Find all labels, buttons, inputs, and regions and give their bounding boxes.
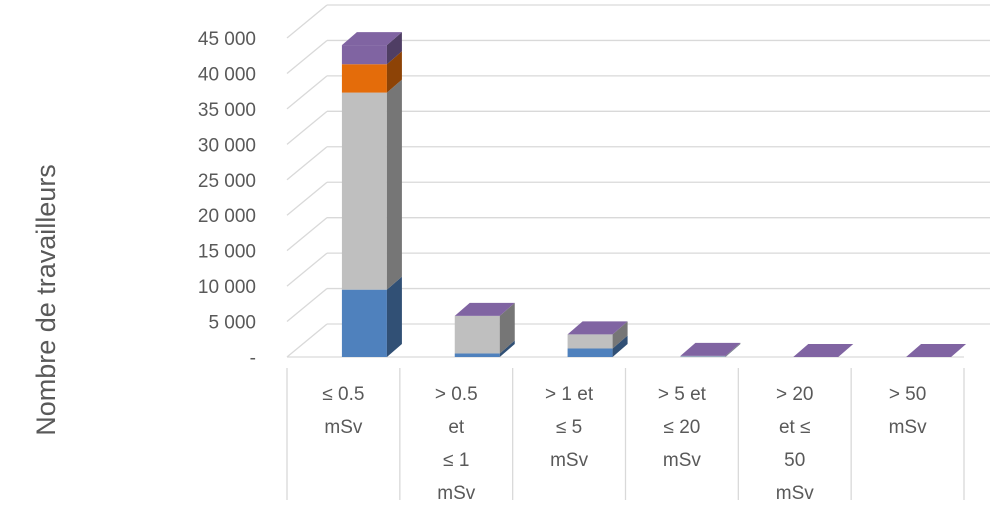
bar-segment <box>341 92 387 290</box>
bar-segment <box>454 315 500 354</box>
category-label: > 50 <box>889 384 927 405</box>
category-label: > 0.5 <box>435 384 478 405</box>
bar-segment-side <box>386 276 402 357</box>
y-tick-label: 25 000 <box>198 171 256 192</box>
bar-segment <box>454 353 500 357</box>
category-label: et <box>448 417 465 438</box>
y-tick-label: 15 000 <box>198 242 256 263</box>
category-label: mSv <box>663 450 702 471</box>
bar-segment-side <box>386 32 402 65</box>
y-tick-label: 45 000 <box>198 29 256 50</box>
bar-segment <box>341 289 387 357</box>
bar-segment-side <box>725 342 741 357</box>
gridline-diagonal <box>286 252 328 287</box>
bar-segment-side <box>386 51 402 93</box>
category-label: ≤ 0.5 <box>322 384 364 405</box>
gridline-diagonal <box>286 323 328 358</box>
bar-top-face <box>341 32 402 46</box>
bar-top-face <box>906 344 967 357</box>
category-label: > 5 et <box>658 384 707 405</box>
gridline-diagonal <box>286 181 328 216</box>
axes <box>286 356 965 500</box>
y-tick-label: - <box>250 348 256 369</box>
gridline-diagonal <box>286 288 328 323</box>
gridline-diagonal <box>286 110 328 145</box>
bars <box>341 32 967 357</box>
gridline-diagonal <box>286 75 328 110</box>
bar-top-face <box>680 342 741 356</box>
category-label: > 20 <box>776 384 814 405</box>
y-tick-label: 35 000 <box>198 100 256 121</box>
y-tick-label: 20 000 <box>198 206 256 227</box>
gridline-diagonal <box>286 146 328 181</box>
gridline-diagonal <box>286 4 328 39</box>
bar-segment-side <box>499 302 515 354</box>
bar-segment-side <box>499 340 515 357</box>
bar-segment-side <box>612 335 628 357</box>
y-tick-label: 10 000 <box>198 277 256 298</box>
bar-segment-side <box>386 79 402 290</box>
y-axis-title: Nombre de travailleurs <box>31 164 61 436</box>
category-label: ≤ 5 <box>556 417 582 438</box>
category-label: ≤ 20 <box>663 417 700 438</box>
y-tick-label: 30 000 <box>198 135 256 156</box>
gridlines <box>286 4 990 358</box>
labels: - 5 000 10 000 15 000 20 000 25 000 30 000 35 0… <box>198 29 927 504</box>
bar-top-face <box>454 302 515 316</box>
category-label: ≤ 1 <box>443 450 469 471</box>
bar-top-face <box>567 321 628 335</box>
category-label: mSv <box>776 483 815 504</box>
category-label: et ≤ <box>779 417 811 438</box>
category-label: 50 <box>784 450 805 471</box>
y-tick-label: 40 000 <box>198 64 256 85</box>
bar-segment <box>680 355 726 357</box>
category-label: mSv <box>889 417 928 438</box>
gridline-diagonal <box>286 217 328 252</box>
bar-segment <box>567 334 613 349</box>
category-label: mSv <box>437 483 476 504</box>
bar-segment <box>341 64 387 93</box>
bar-top-face <box>793 344 854 357</box>
bar-segment <box>567 348 613 357</box>
category-label: mSv <box>550 450 589 471</box>
category-label: mSv <box>324 417 363 438</box>
bar-segment-side <box>612 321 628 349</box>
category-label: > 1 et <box>545 384 594 405</box>
y-tick-label: 5 000 <box>208 313 256 334</box>
bar-segment <box>341 45 387 65</box>
gridline-diagonal <box>286 39 328 74</box>
bar-segment-side <box>725 343 741 357</box>
